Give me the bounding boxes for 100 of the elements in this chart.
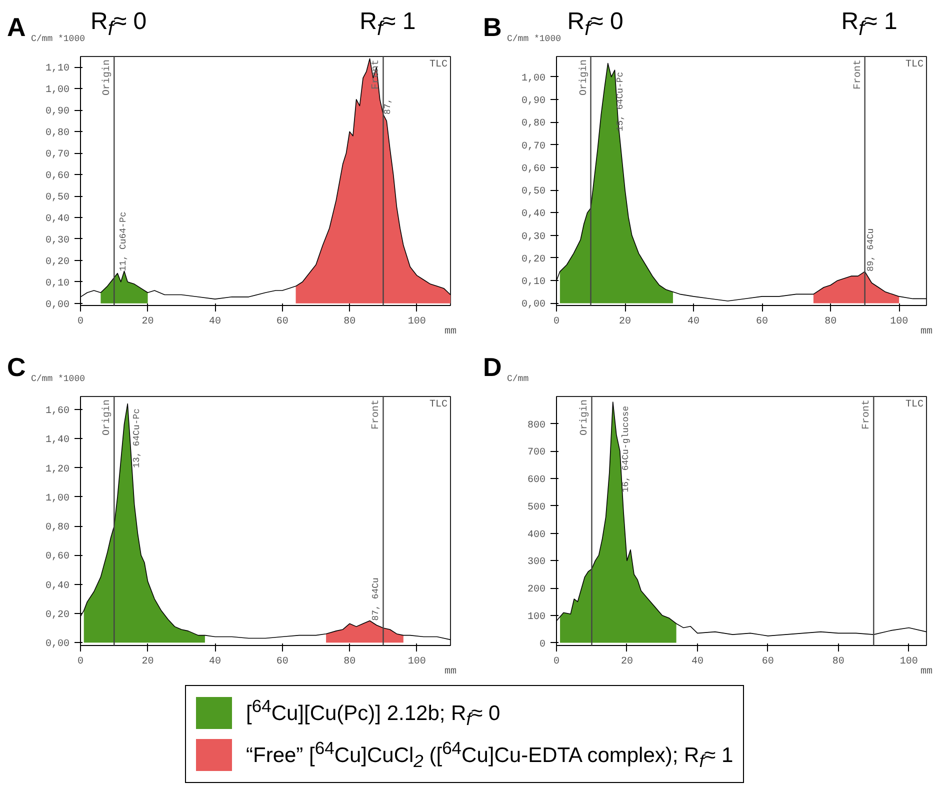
y-tick-label: 0,20 (45, 610, 70, 621)
y-tick-label: 1,40 (45, 435, 70, 446)
y-tick-label: 1,00 (45, 493, 70, 504)
x-tick-label: 100 (408, 316, 426, 328)
y-axis-title: C/mm *1000 (31, 373, 86, 386)
y-tick-label: 1,10 (45, 64, 70, 75)
ref-line-label: Origin (101, 399, 114, 436)
annotation: 16, 64Cu-glucose (620, 406, 631, 492)
x-tick-label: 20 (620, 656, 633, 668)
annotation: 87, 64Cu (370, 578, 381, 621)
x-tick-label: 0 (554, 656, 560, 668)
annotation: R$_{f}$≈ 1 (360, 7, 416, 42)
x-tick-label: 40 (691, 656, 704, 668)
ref-line-label: Origin (578, 59, 590, 96)
y-tick-label: 0,30 (521, 232, 546, 243)
y-tick-label: 0,40 (45, 214, 70, 225)
annotation: R$_{f}$≈ 0 (90, 7, 147, 42)
y-tick-label: 0,80 (45, 522, 70, 534)
y-tick-label: 200 (527, 584, 546, 596)
annotation: 15, 64Cu-Pc (616, 72, 626, 132)
ref-line-label: Front (371, 399, 382, 430)
y-tick-label: 0,10 (521, 277, 546, 288)
annotation: 87, (383, 98, 394, 114)
annotation: TLC (429, 60, 448, 70)
x-tick-label: 80 (832, 656, 844, 668)
ref-line-label: Front (852, 59, 864, 90)
y-tick-label: 700 (527, 448, 546, 459)
x-tick-label: 60 (756, 316, 768, 328)
y-tick-label: 0,00 (521, 300, 546, 311)
y-tick-label: 0,40 (521, 209, 546, 220)
x-axis-title: mm (920, 326, 933, 338)
y-tick-label: 0,60 (45, 552, 70, 563)
y-tick-label: 1,60 (45, 406, 70, 418)
x-tick-label: 20 (619, 316, 632, 328)
y-tick-label: 1,00 (45, 85, 70, 96)
y-tick-label: 0,50 (521, 186, 546, 198)
x-tick-label: 100 (900, 656, 918, 668)
x-tick-label: 60 (762, 656, 774, 668)
x-tick-label: 20 (142, 656, 154, 668)
y-tick-label: 1,20 (45, 464, 70, 476)
x-tick-label: 40 (209, 656, 222, 668)
y-tick-label: 0,30 (45, 235, 70, 246)
legend-label: [$^{64}$Cu][Cu(Pc)] 2.12b; R$_{f}$≈ 0 (246, 695, 500, 732)
text: “Free” [$^{64}$Cu]CuCl$_{2}$ ([$^{64}$Cu]Cu-EDTA complex); R$_{f}$≈ 1 (246, 738, 734, 772)
annotation: TLC (905, 60, 924, 70)
y-tick-label: 100 (527, 612, 546, 623)
y-tick-label: 0,90 (521, 96, 546, 108)
ref-line-label: Origin (101, 59, 114, 96)
chart-title: A (7, 11, 26, 44)
x-tick-label: 0 (78, 316, 84, 328)
y-tick-label: 400 (527, 530, 546, 541)
y-tick-label: 600 (527, 475, 546, 486)
x-tick-label: 100 (890, 316, 908, 328)
y-tick-label: 800 (527, 420, 546, 432)
y-tick-label: 0,10 (45, 278, 70, 290)
y-tick-label: 0,70 (45, 150, 70, 161)
y-tick-label: 300 (527, 557, 546, 568)
y-tick-label: 0,50 (45, 192, 70, 204)
annotation: 11, Cu64-Pc (118, 212, 128, 272)
y-axis-title: C/mm *1000 (31, 33, 86, 46)
annotation: 89, 64Cu (866, 228, 876, 272)
x-tick-label: 20 (142, 316, 154, 328)
x-axis-title: mm (920, 666, 933, 678)
annotation: TLC (905, 400, 924, 410)
ref-line-label: Front (862, 399, 873, 430)
annotation: TLC (429, 400, 448, 410)
x-tick-label: 100 (408, 656, 426, 668)
x-tick-label: 60 (276, 656, 288, 668)
y-tick-label: 0,20 (45, 256, 70, 268)
x-tick-label: 60 (276, 316, 288, 328)
y-tick-label: 0 (540, 639, 546, 650)
x-tick-label: 80 (824, 316, 837, 328)
chart-title: C (7, 351, 26, 384)
x-axis-title: mm (444, 326, 457, 338)
x-axis-title: mm (444, 666, 457, 678)
y-axis-title: C/mm *1000 (507, 33, 562, 46)
y-tick-label: 0,80 (45, 128, 70, 140)
y-tick-label: 0,70 (521, 141, 546, 152)
x-tick-label: 80 (344, 316, 356, 328)
y-tick-label: 0,00 (45, 639, 70, 650)
ref-line-label: Front (371, 59, 382, 90)
x-tick-label: 40 (209, 316, 222, 328)
annotation: 13, 64Cu-Pc (132, 408, 142, 468)
y-tick-label: 0,00 (45, 300, 70, 311)
y-tick-label: 0,60 (521, 164, 546, 175)
annotation: R$_{f}$≈ 1 (841, 7, 898, 42)
y-tick-label: 500 (527, 502, 546, 514)
chart-title: D (483, 351, 502, 384)
x-tick-label: 0 (554, 316, 560, 328)
chart-title: B (483, 11, 502, 44)
x-tick-label: 0 (78, 656, 84, 668)
y-tick-label: 0,20 (521, 254, 546, 266)
x-tick-label: 80 (344, 656, 356, 668)
y-tick-label: 0,90 (45, 106, 70, 118)
y-axis-title: C/mm (507, 373, 529, 386)
x-tick-label: 40 (688, 316, 700, 328)
y-tick-label: 0,60 (45, 171, 70, 182)
y-tick-label: 0,40 (45, 580, 70, 592)
ref-line-label: Origin (578, 399, 591, 436)
y-tick-label: 1,00 (521, 73, 546, 84)
